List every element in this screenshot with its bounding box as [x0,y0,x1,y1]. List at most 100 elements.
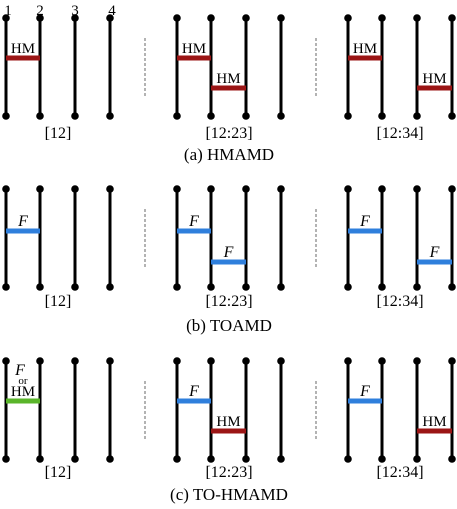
bar-label-hm: HM [11,384,35,400]
line-end-dot [344,455,352,463]
line-end-dot [207,357,215,365]
panel-label: [12:34] [376,464,423,481]
panel-label: [12:34] [376,125,423,142]
line-end-dot [207,14,215,22]
bar-label-hm: HM [216,71,240,87]
panel-label: [12:23] [205,293,252,310]
bar-label-or: or [18,375,28,387]
line-end-dot [378,185,386,193]
line-end-dot [378,357,386,365]
line-end-dot [36,357,44,365]
line-end-dot [344,357,352,365]
panel-label: [12] [45,125,72,142]
line-end-dot [106,112,114,120]
line-end-dot [344,112,352,120]
line-end-dot [242,455,250,463]
line-end-dot [173,283,181,291]
line-end-dot [173,357,181,365]
line-end-dot [2,357,10,365]
panel-label: [12:34] [376,293,423,310]
line-end-dot [36,185,44,193]
row-caption: (a) HMAMD [184,145,274,164]
line-end-dot [71,112,79,120]
bar-label-f: F [223,244,234,261]
line-end-dot [413,357,421,365]
line-end-dot [277,185,285,193]
line-number-label: 2 [36,3,44,19]
line-number-label: 1 [4,3,12,19]
line-end-dot [106,455,114,463]
line-end-dot [277,14,285,22]
line-end-dot [242,185,250,193]
line-end-dot [344,185,352,193]
line-end-dot [344,14,352,22]
line-end-dot [413,185,421,193]
bar-label-f: F [14,362,25,379]
line-end-dot [106,14,114,22]
panel-label: [12:23] [205,464,252,481]
line-number-label: 3 [71,3,79,19]
panel-1: F [12] [2,185,114,310]
row-caption: (c) TO-HMAMD [170,485,288,504]
line-end-dot [173,455,181,463]
line-end-dot [413,112,421,120]
panel-label: [12] [45,464,72,481]
line-end-dot [378,112,386,120]
line-end-dot [2,185,10,193]
line-end-dot [413,283,421,291]
line-end-dot [36,283,44,291]
line-end-dot [277,283,285,291]
bar-label-f: F [359,383,370,400]
bar-label-hm: HM [182,41,206,57]
panel-2: F HM [12:23] [173,357,285,481]
bar-label-f: F [359,213,370,230]
row-b: F [12] F F [12:23] F F [12:34] (b) TOAMD [2,185,456,335]
line-end-dot [448,14,456,22]
line-end-dot [71,357,79,365]
bar-label-f: F [17,213,28,230]
panel-label: [12] [45,293,72,310]
line-end-dot [242,283,250,291]
line-end-dot [36,14,44,22]
line-end-dot [106,357,114,365]
line-end-dot [277,455,285,463]
line-end-dot [36,455,44,463]
line-end-dot [378,14,386,22]
line-end-dot [2,455,10,463]
bar-label-hm: HM [216,414,240,430]
line-end-dot [242,357,250,365]
bar-label-f: F [429,244,440,261]
line-end-dot [173,14,181,22]
panel-1: HM [12] [2,14,114,142]
bar-label-hm: HM [11,41,35,57]
panel-3: F HM [12:34] [344,357,456,481]
line-end-dot [2,14,10,22]
panel-label: [12:23] [205,125,252,142]
line-end-dot [71,185,79,193]
line-end-dot [71,455,79,463]
bar-label-hm: HM [422,414,446,430]
line-end-dot [277,357,285,365]
line-number-label: 4 [108,3,116,19]
line-end-dot [344,283,352,291]
line-end-dot [207,112,215,120]
bar-label-hm: HM [353,41,377,57]
line-end-dot [207,455,215,463]
line-end-dot [448,112,456,120]
row-a: HM [12] HM HM [12:23] HM HM [12:34] (a) HMAMD [2,14,456,164]
line-end-dot [106,185,114,193]
line-end-dot [413,14,421,22]
line-end-dot [448,357,456,365]
line-end-dot [448,185,456,193]
bar-label-hm: HM [422,71,446,87]
bar-label-f: F [188,213,199,230]
line-end-dot [242,112,250,120]
line-end-dot [36,112,44,120]
line-end-dot [71,283,79,291]
line-end-dot [277,112,285,120]
row-caption: (b) TOAMD [186,316,272,335]
bar-label-f: F [188,383,199,400]
line-end-dot [378,455,386,463]
